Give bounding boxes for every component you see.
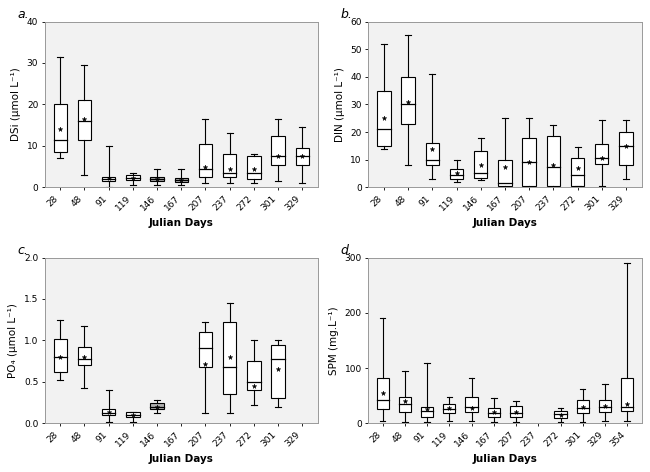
Bar xyxy=(499,160,512,186)
Text: d.: d. xyxy=(341,244,353,257)
X-axis label: Julian Days: Julian Days xyxy=(149,454,214,464)
Bar xyxy=(175,178,188,182)
Bar xyxy=(150,403,164,409)
Bar xyxy=(296,148,309,165)
Bar xyxy=(443,404,456,413)
Bar xyxy=(223,154,237,177)
Bar xyxy=(488,408,500,417)
Bar xyxy=(450,169,463,179)
Bar xyxy=(577,400,589,413)
Bar xyxy=(102,177,115,181)
Bar xyxy=(78,347,91,365)
Bar xyxy=(53,104,67,152)
Bar xyxy=(554,411,567,418)
Bar xyxy=(376,378,389,410)
Bar xyxy=(272,345,285,398)
Bar xyxy=(474,152,488,177)
Bar xyxy=(102,409,115,415)
Bar xyxy=(547,136,560,186)
Bar xyxy=(377,91,391,146)
Bar xyxy=(199,332,212,367)
Bar xyxy=(126,412,140,417)
Bar xyxy=(523,137,536,186)
Bar xyxy=(53,339,67,372)
Bar xyxy=(199,144,212,177)
Bar xyxy=(126,175,140,180)
X-axis label: Julian Days: Julian Days xyxy=(473,454,538,464)
X-axis label: Julian Days: Julian Days xyxy=(473,218,538,228)
Bar xyxy=(272,135,285,165)
Bar xyxy=(426,143,439,165)
Bar xyxy=(619,132,632,165)
Y-axis label: SPM (mg.L⁻¹): SPM (mg.L⁻¹) xyxy=(329,306,339,375)
Bar xyxy=(247,156,261,179)
Bar xyxy=(398,397,411,412)
Bar xyxy=(150,177,164,181)
Bar xyxy=(465,397,478,412)
Y-axis label: DIN (μmol L⁻¹): DIN (μmol L⁻¹) xyxy=(335,67,345,142)
Text: b.: b. xyxy=(341,8,353,21)
Bar xyxy=(247,361,261,390)
Bar xyxy=(402,77,415,124)
Bar xyxy=(223,322,237,394)
Bar xyxy=(78,100,91,140)
Bar xyxy=(621,378,633,411)
Text: a.: a. xyxy=(17,8,29,21)
Text: c.: c. xyxy=(17,244,28,257)
Bar xyxy=(595,144,608,164)
Y-axis label: PO₄ (μmol L⁻¹): PO₄ (μmol L⁻¹) xyxy=(8,303,18,378)
X-axis label: Julian Days: Julian Days xyxy=(149,218,214,228)
Bar xyxy=(571,158,584,186)
Bar xyxy=(510,405,522,417)
Bar xyxy=(421,407,433,417)
Bar xyxy=(599,400,611,412)
Y-axis label: DSi (μmol L⁻¹): DSi (μmol L⁻¹) xyxy=(11,67,21,141)
